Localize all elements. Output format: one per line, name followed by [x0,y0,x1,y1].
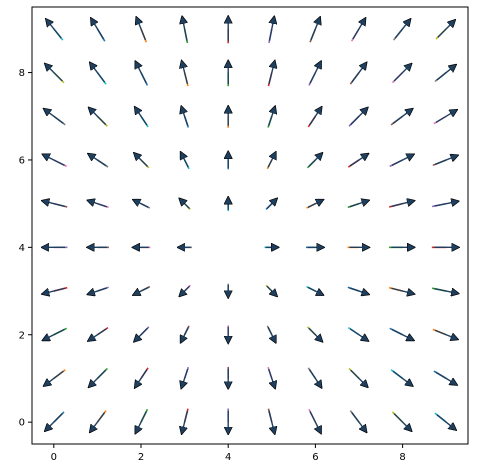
quiver-arrow [349,328,368,341]
y-tick-label: 2 [19,330,25,341]
quiver-arrow [308,369,321,388]
quiver-arrow [349,201,369,208]
quiver-arrow [393,413,411,431]
y-tick-label: 4 [19,243,25,254]
y-tick-label: 0 [19,418,25,429]
quiver-arrow [434,329,457,339]
quiver-arrow [88,201,107,208]
quiver-arrow [180,285,190,296]
quiver-arrow [181,327,189,342]
quiver-arrow [435,371,457,384]
quiver-arrow [89,369,107,387]
quiver-arrow [310,18,320,41]
quiver-arrow [136,62,147,84]
quiver-arrow [43,155,65,166]
quiver-arrow [43,287,66,294]
quiver-arrow [181,368,189,388]
quiver-arrow [434,155,457,166]
quiver-arrow [267,153,275,168]
quiver-arrow [268,107,275,126]
quiver-arrows [42,17,458,434]
quiver-arrow [89,154,107,167]
x-tick-label: 4 [225,452,231,463]
quiver-arrow [350,369,368,387]
quiver-arrow [182,410,189,433]
quiver-arrow [88,287,107,294]
quiver-arrow [134,200,149,208]
x-tick-label: 0 [51,452,57,463]
quiver-arrow [391,287,413,294]
y-axis: 0 2 4 6 8 [19,68,32,429]
quiver-arrow [349,287,369,294]
quiver-arrow [266,285,277,296]
quiver-arrow [268,368,275,388]
quiver-arrow [391,201,413,208]
quiver-arrow [435,110,457,124]
quiver-arrow [182,17,187,41]
quiver-arrow [307,286,323,294]
quiver-arrow [391,155,413,166]
quiver-arrow [89,328,107,341]
quiver-arrow [269,17,274,41]
quiver-arrow [349,154,368,167]
quiver-arrow [351,63,366,83]
quiver-arrow [43,201,66,208]
quiver-arrow [436,414,456,430]
x-tick-label: 6 [312,452,318,463]
quiver-arrow [393,64,411,82]
quiver-arrow [350,108,368,126]
quiver-arrow [91,19,105,40]
quiver-arrow [437,20,455,38]
quiver-arrow [394,19,410,39]
y-tick-label: 6 [19,155,25,166]
quiver-arrow [436,65,456,81]
quiver-arrow [307,200,323,208]
quiver-arrow [392,109,412,125]
quiver-arrow [434,289,458,294]
quiver-arrow [267,327,275,342]
quiver-arrow [434,201,458,206]
quiver-arrow [308,327,322,341]
quiver-arrow [134,327,149,341]
quiver-arrow [43,328,65,340]
quiver-arrow [309,62,321,84]
quiver-arrow [268,410,275,433]
quiver-arrow [137,18,147,41]
quiver-arrow [268,61,275,84]
quiver-arrow [351,412,366,432]
x-axis: 0 2 4 6 8 [51,444,406,463]
y-tick-label: 8 [19,68,25,79]
quiver-arrow [135,107,148,126]
quiver-arrow [135,369,148,388]
quiver-arrow [44,109,64,125]
quiver-arrow [180,199,190,209]
quiver-arrow [136,411,147,432]
quiver-arrow [89,108,107,126]
quiver-arrow [181,153,189,168]
quiver-arrow [392,370,412,385]
quiver-arrow [352,19,365,40]
quiver-arrow [45,413,63,431]
quiver-arrow [266,199,277,209]
quiver-arrow [45,64,63,82]
quiver-arrow [181,107,189,126]
x-tick-label: 8 [399,452,405,463]
quiver-arrow [134,286,149,294]
quiver-arrow [90,412,106,432]
quiver-arrow [309,411,321,432]
quiver-arrow [46,19,62,39]
quiver-arrow [391,328,413,340]
x-tick-label: 2 [138,452,144,463]
quiver-arrow [308,153,322,168]
quiver-arrow [90,63,106,83]
quiver-arrow [182,61,189,84]
quiver-arrow [134,153,149,168]
quiver-arrow [44,370,64,385]
quiver-arrow [308,107,321,126]
